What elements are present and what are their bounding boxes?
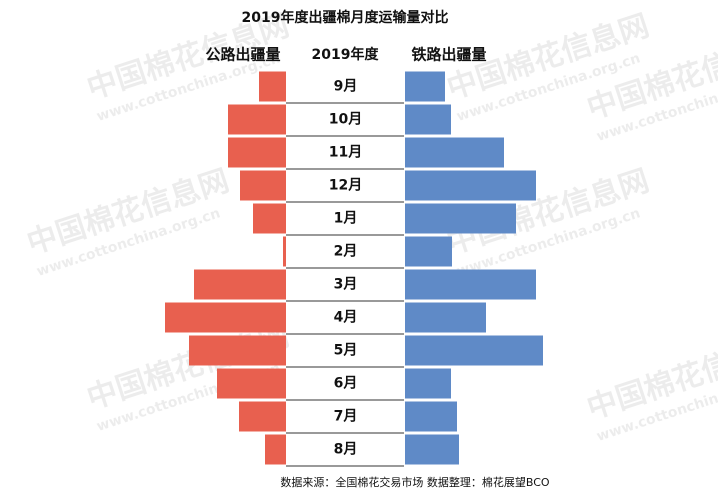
bar-left <box>228 104 286 135</box>
category-label: 4月 <box>334 310 358 326</box>
category-label: 6月 <box>334 376 358 392</box>
bar-right <box>405 401 457 432</box>
legend-left: 公路出疆量 <box>205 46 280 64</box>
bar-right <box>405 203 516 234</box>
bar-left <box>165 302 286 333</box>
bar-left <box>194 269 286 300</box>
legend-right: 铁路出疆量 <box>411 46 486 64</box>
bar-left <box>253 203 286 234</box>
source-note: 数据来源：全国棉花交易市场 数据整理：棉花展望BCO <box>280 475 550 489</box>
category-header: 2019年度 <box>312 46 380 63</box>
bar-left <box>265 434 286 465</box>
category-label: 1月 <box>334 211 358 227</box>
category-label: 9月 <box>334 79 358 95</box>
bar-right <box>405 269 536 300</box>
chart-title: 2019年度出疆棉月度运输量对比 <box>242 9 449 26</box>
bar-left <box>239 401 286 432</box>
category-label: 5月 <box>334 343 358 359</box>
bar-right <box>405 335 543 366</box>
bar-right <box>405 104 451 135</box>
bar-right <box>405 137 504 168</box>
category-label: 12月 <box>329 178 362 194</box>
bar-right <box>405 368 451 399</box>
bar-left <box>283 236 286 267</box>
bar-right <box>405 302 486 333</box>
bar-right <box>405 236 452 267</box>
bar-right <box>405 71 445 102</box>
category-label: 2月 <box>334 244 358 260</box>
bar-right <box>405 170 536 201</box>
bar-left <box>240 170 286 201</box>
bar-right <box>405 434 459 465</box>
category-label: 7月 <box>334 409 358 425</box>
category-label: 3月 <box>334 277 358 293</box>
bar-left <box>189 335 286 366</box>
category-label: 10月 <box>329 112 362 128</box>
bar-left <box>217 368 286 399</box>
category-label: 11月 <box>329 145 362 161</box>
category-label: 8月 <box>334 442 358 458</box>
bar-left <box>228 137 286 168</box>
bar-left <box>259 71 286 102</box>
